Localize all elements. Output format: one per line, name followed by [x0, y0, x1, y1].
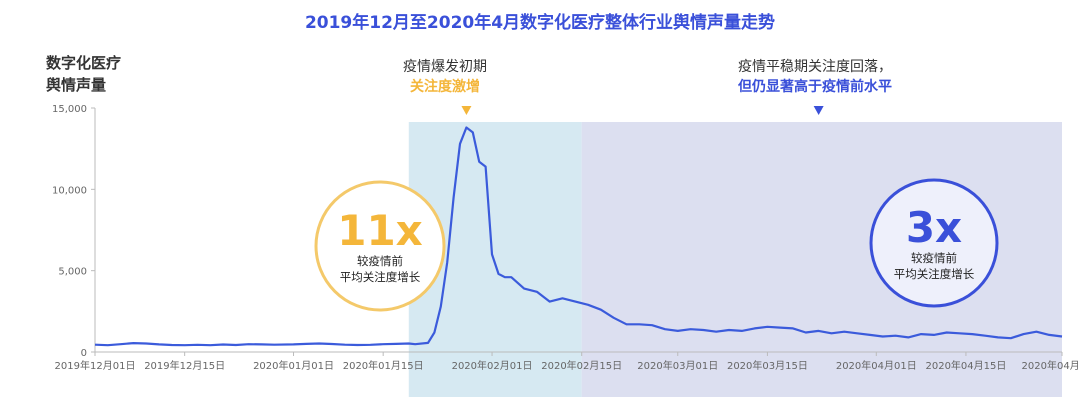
outbreak-annotation-line1: 疫情爆发初期 — [403, 59, 487, 75]
x-tick-label: 2020年04月30日 — [1022, 359, 1080, 372]
x-tick-label: 2020年04月01日 — [836, 359, 917, 372]
x-tick-label: 2020年01月01日 — [253, 359, 334, 372]
badge-line1: 较疫情前 — [357, 254, 403, 268]
x-tick-label: 2020年03月01日 — [637, 359, 718, 372]
stable-annotation-line2: 但仍显著高于疫情前水平 — [738, 79, 892, 95]
badge-circle-0 — [314, 180, 446, 312]
series-line — [94, 126, 1063, 347]
y-tick-label: 0 — [81, 348, 87, 359]
y-tick-label: 10,000 — [52, 185, 87, 196]
badge-multiplier: 11x — [337, 206, 423, 255]
stable-annotation-line1: 疫情平稳期关注度回落， — [738, 59, 892, 75]
x-tick-label: 2019年12月01日 — [55, 359, 136, 372]
x-tick-label: 2020年01月15日 — [343, 359, 424, 372]
stable-marker-icon — [813, 106, 824, 115]
badge-multiplier: 3x — [906, 203, 962, 252]
outbreak-annotation: 疫情爆发初期 关注度激增 — [370, 57, 520, 97]
badge-line2: 平均关注度增长 — [340, 270, 421, 284]
badge-line1: 较疫情前 — [911, 251, 957, 265]
x-tick-label: 2020年02月01日 — [452, 359, 533, 372]
y-tick-label: 5,000 — [58, 267, 87, 278]
y-tick-label: 15,000 — [52, 104, 87, 115]
badge-line2: 平均关注度增长 — [894, 267, 975, 281]
x-tick-label: 2020年04月15日 — [925, 359, 1006, 372]
x-tick-label: 2020年03月15日 — [727, 359, 808, 372]
y-axis-label: 数字化医疗 舆情声量 — [46, 52, 121, 96]
chart-title: 2019年12月至2020年4月数字化医疗整体行业舆情声量走势 — [304, 13, 776, 33]
badge-circle-1 — [869, 178, 999, 308]
outbreak-marker-icon — [461, 106, 472, 115]
y-axis-label-line2: 舆情声量 — [46, 76, 107, 94]
outbreak-annotation-line2: 关注度激增 — [410, 79, 480, 95]
y-axis-label-line1: 数字化医疗 — [46, 54, 122, 72]
x-tick-label: 2020年02月15日 — [541, 359, 622, 372]
x-tick-label: 2019年12月15日 — [144, 359, 225, 372]
stable-annotation: 疫情平稳期关注度回落， 但仍显著高于疫情前水平 — [715, 57, 915, 97]
